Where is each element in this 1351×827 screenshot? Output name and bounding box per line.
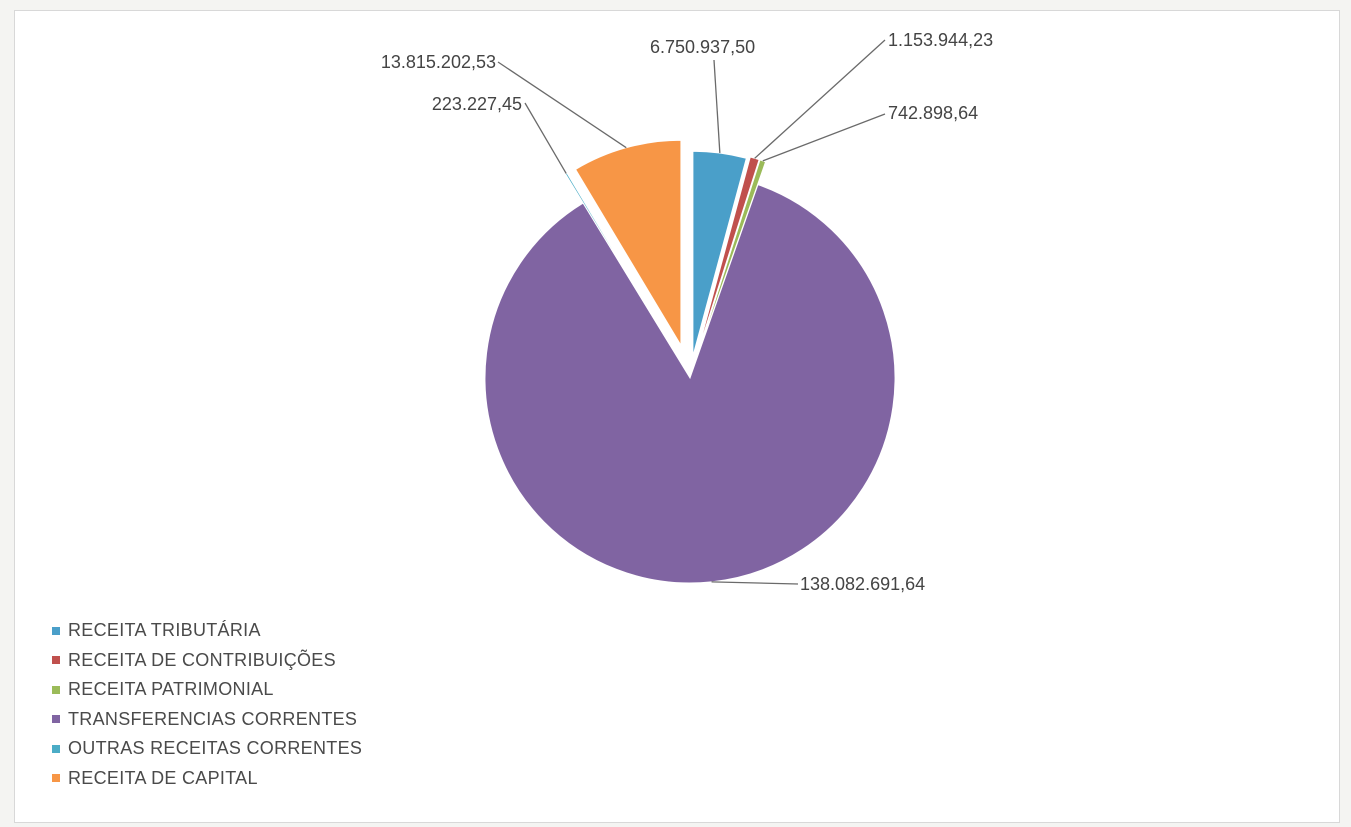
legend-item: RECEITA PATRIMONIAL [52,675,362,705]
data-label: 6.750.937,50 [650,37,755,57]
data-label: 742.898,64 [888,103,978,123]
legend-label: TRANSFERENCIAS CORRENTES [68,708,358,729]
legend-swatch [52,685,60,694]
data-label: 223.227,45 [432,94,522,114]
pie-slice [692,150,747,357]
legend-item: TRANSFERENCIAS CORRENTES [52,705,362,735]
pie-slice [697,159,767,356]
data-label: 13.815.202,53 [381,52,496,72]
legend-swatch [52,715,60,724]
legend-item: OUTRAS RECEITAS CORRENTES [52,734,362,764]
legend-item: RECEITA DE CONTRIBUIÇÕES [52,646,362,676]
leader-line [524,102,567,174]
legend-swatch [52,656,60,665]
legend-label: RECEITA TRIBUTÁRIA [68,620,261,641]
chart-legend: RECEITA TRIBUTÁRIA RECEITA DE CONTRIBUIÇ… [52,616,362,793]
leader-line [713,59,721,154]
legend-label: OUTRAS RECEITAS CORRENTES [68,738,363,759]
legend-label: RECEITA DE CONTRIBUIÇÕES [68,649,336,670]
leader-line [762,113,886,162]
legend-swatch [52,626,60,635]
legend-item: RECEITA TRIBUTÁRIA [52,616,362,646]
data-label: 1.153.944,23 [888,30,993,50]
pie-slice [484,183,896,584]
data-label: 138.082.691,64 [800,574,925,594]
legend-label: RECEITA PATRIMONIAL [68,679,274,700]
leader-line [754,39,886,159]
legend-item: RECEITA DE CAPITAL [52,764,362,794]
legend-swatch [52,744,60,753]
leader-line [711,581,799,585]
leader-line [497,61,627,149]
legend-swatch [52,774,60,783]
legend-label: RECEITA DE CAPITAL [68,767,258,788]
